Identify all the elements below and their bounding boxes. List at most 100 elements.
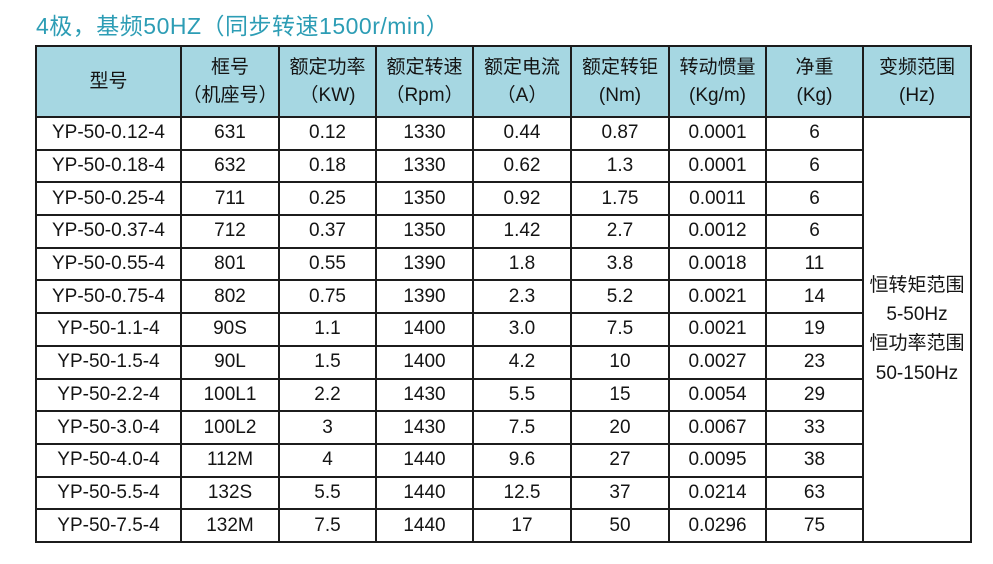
table-cell: 10 <box>570 344 670 380</box>
table-row: YP-50-3.0-4 100L2 3 1430 7.5 20 0.0067 3… <box>35 410 971 445</box>
header-cell-freq-range: 变频范围 (Hz) <box>862 45 972 118</box>
table-cell: 29 <box>765 377 864 413</box>
table-cell: 0.0095 <box>668 442 767 478</box>
table-cell: 132S <box>180 475 280 511</box>
table-cell: 4 <box>278 442 377 478</box>
table-cell: 6 <box>765 116 864 151</box>
table-cell: 50 <box>570 508 670 543</box>
table-row: YP-50-0.12-4 631 0.12 1330 0.44 0.87 0.0… <box>35 116 972 543</box>
table-cell: 1.5 <box>278 344 377 380</box>
header-unit: （A） <box>496 84 548 106</box>
table-cell: 1390 <box>375 246 474 282</box>
table-cell: 0.18 <box>278 148 377 184</box>
header-cell-frame: 框号 （机座号） <box>180 45 280 118</box>
table-cell: 0.0021 <box>668 279 767 315</box>
header-cell-rated-speed: 额定转速 （Rpm） <box>375 45 474 118</box>
table-cell: YP-50-3.0-4 <box>35 410 182 445</box>
table-cell: 1430 <box>375 377 474 413</box>
table-cell: 0.62 <box>472 148 572 184</box>
table-cell: 3.8 <box>570 246 670 282</box>
table-cell: 14 <box>765 279 864 315</box>
table-cell: 801 <box>180 246 280 282</box>
table-cell: YP-50-2.2-4 <box>35 377 182 413</box>
header-unit: (Kg) <box>796 84 833 106</box>
table-row: YP-50-1.5-4 90L 1.5 1400 4.2 10 0.0027 2… <box>35 344 971 380</box>
table-cell: YP-50-4.0-4 <box>35 442 182 478</box>
table-cell: 0.0054 <box>668 377 767 413</box>
table-cell: 6 <box>765 181 864 217</box>
table-cell: 90L <box>180 344 280 380</box>
table-cell: 1.8 <box>472 246 572 282</box>
table-cell: 0.0018 <box>668 246 767 282</box>
freq-range-line: 恒功率范围 <box>869 333 965 355</box>
table-row: YP-50-0.37-4 712 0.37 1350 1.42 2.7 0.00… <box>35 214 971 249</box>
table-cell: 15 <box>570 377 670 413</box>
page-title: 4极，基频50HZ（同步转速1500r/min） <box>36 13 450 39</box>
table-cell: 6 <box>765 214 864 249</box>
table-cell: 0.55 <box>278 246 377 282</box>
table-cell: 9.6 <box>472 442 572 478</box>
table-cell: 712 <box>180 214 280 249</box>
header-label: 额定转钜 <box>581 56 658 78</box>
header-label: 额定功率 <box>289 56 366 78</box>
header-label: 额定转速 <box>386 56 463 78</box>
table-row: YP-50-0.75-4 802 0.75 1390 2.3 5.2 0.002… <box>35 279 971 315</box>
table-cell: 1.1 <box>278 312 377 347</box>
table-cell: 1390 <box>375 279 474 315</box>
table-cell: YP-50-0.12-4 <box>35 116 182 151</box>
table-cell: 63 <box>765 475 864 511</box>
table-row: YP-50-4.0-4 112M 4 1440 9.6 27 0.0095 38 <box>35 442 971 478</box>
table-cell: 2.2 <box>278 377 377 413</box>
header-row: 型号 框号 （机座号） 额定功率 （KW) 额定转速 （Rpm） 额定电流 （A… <box>35 45 972 118</box>
table-cell: YP-50-0.18-4 <box>35 148 182 184</box>
table-row: YP-50-2.2-4 100L1 2.2 1430 5.5 15 0.0054… <box>35 377 971 413</box>
table-cell: YP-50-1.1-4 <box>35 312 182 347</box>
header-label: 额定电流 <box>483 56 560 78</box>
table-cell: 23 <box>765 344 864 380</box>
table-cell: 17 <box>472 508 572 543</box>
table-cell: 75 <box>765 508 864 543</box>
table-cell: 132M <box>180 508 280 543</box>
table-cell: 19 <box>765 312 864 347</box>
header-label: 框号 <box>210 56 249 78</box>
table-row: YP-50-5.5-4 132S 5.5 1440 12.5 37 0.0214… <box>35 475 971 511</box>
table-cell: 112M <box>180 442 280 478</box>
table-cell: 37 <box>570 475 670 511</box>
freq-range-line: 50-150Hz <box>875 362 959 384</box>
freq-range-merged-cell: 恒转矩范围 5-50Hz 恒功率范围 50-150Hz <box>862 116 972 543</box>
table-cell: 38 <box>765 442 864 478</box>
table-cell: 1.3 <box>570 148 670 184</box>
table-row: YP-50-7.5-4 132M 7.5 1440 17 50 0.0296 7… <box>35 508 971 543</box>
table-cell: 1350 <box>375 214 474 249</box>
table-cell: 1.42 <box>472 214 572 249</box>
header-cell-rated-torque: 额定转钜 (Nm) <box>570 45 670 118</box>
header-label: 型号 <box>89 70 128 92</box>
header-unit: (Hz) <box>899 84 935 106</box>
table-cell: 11 <box>765 246 864 282</box>
table-cell: 7.5 <box>278 508 377 543</box>
table-cell: 0.75 <box>278 279 377 315</box>
table-cell: 0.0027 <box>668 344 767 380</box>
table-cell: 33 <box>765 410 864 445</box>
table-cell: 6 <box>765 148 864 184</box>
header-cell-inertia: 转动惯量 (Kg/m) <box>668 45 767 118</box>
table-cell: YP-50-5.5-4 <box>35 475 182 511</box>
header-unit: （机座号） <box>182 84 278 106</box>
table-cell: 0.25 <box>278 181 377 217</box>
table-cell: 5.5 <box>472 377 572 413</box>
table-cell: 0.0012 <box>668 214 767 249</box>
freq-range-line: 5-50Hz <box>886 304 948 326</box>
table-cell: 1400 <box>375 312 474 347</box>
table-cell: 0.0214 <box>668 475 767 511</box>
header-label: 净重 <box>795 56 834 78</box>
table-row: YP-50-0.25-4 711 0.25 1350 0.92 1.75 0.0… <box>35 181 971 217</box>
header-unit: （Rpm） <box>385 84 464 106</box>
table-cell: 0.0021 <box>668 312 767 347</box>
table-row: YP-50-0.18-4 632 0.18 1330 0.62 1.3 0.00… <box>35 148 971 184</box>
table-cell: 0.87 <box>570 116 670 151</box>
header-cell-rated-current: 额定电流 （A） <box>472 45 572 118</box>
table-cell: 0.12 <box>278 116 377 151</box>
header-cell-rated-power: 额定功率 （KW) <box>278 45 377 118</box>
table-cell: 12.5 <box>472 475 572 511</box>
